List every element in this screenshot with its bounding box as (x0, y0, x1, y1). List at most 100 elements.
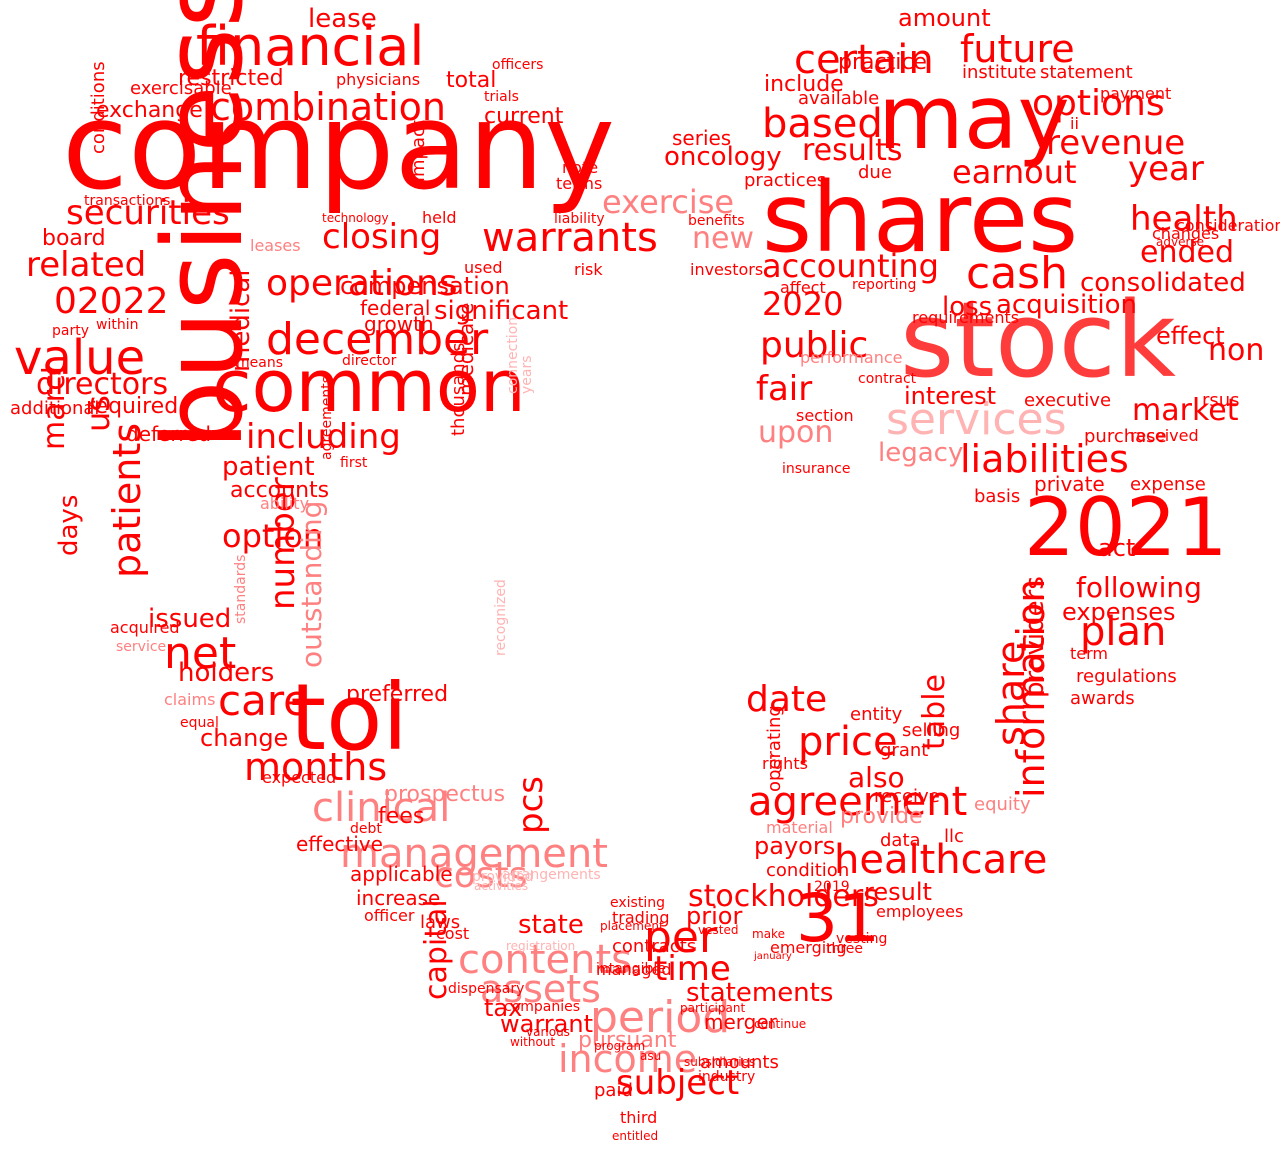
word-fair: fair (756, 369, 813, 409)
word-selling: selling (902, 720, 961, 741)
word-warrant: warrant (500, 1010, 593, 1038)
word-investors: investors (690, 260, 764, 279)
word-debt: debt (350, 821, 382, 837)
word-costs: costs (434, 855, 528, 896)
word-party: party (52, 323, 89, 339)
word-managed: managed (596, 960, 672, 979)
word-llc: llc (944, 826, 964, 847)
word-insurance: insurance (782, 461, 851, 477)
word-technology: technology (322, 211, 389, 225)
word-arrangements: arrangements (502, 867, 601, 883)
word-02022: 02022 (54, 281, 169, 322)
word-health: health (1130, 199, 1238, 239)
word-year: year (1128, 149, 1204, 189)
word-total: total (446, 68, 497, 93)
word-conditions: conditions (88, 61, 109, 154)
word-performance: performance (800, 348, 903, 367)
word-current: current (484, 104, 564, 129)
word-first: first (340, 455, 368, 471)
word-date: date (746, 679, 828, 720)
word-institute: institute (962, 62, 1037, 83)
word-patient: patient (222, 452, 315, 482)
word-patients: patients (105, 422, 149, 578)
word-without: without (510, 1035, 556, 1049)
word-price: price (798, 719, 898, 765)
word-requirements: requirements (912, 308, 1020, 327)
word-pcs: pcs (511, 776, 551, 834)
word-data: data (880, 830, 921, 851)
word-various: various (526, 1025, 570, 1039)
word-executive: executive (1024, 390, 1112, 411)
word-applicable: applicable (350, 862, 453, 886)
word-holders: holders (178, 658, 275, 688)
word-industry: industry (698, 1069, 756, 1085)
word-material: material (766, 818, 833, 837)
word-intangible: intangible (596, 961, 666, 977)
word-term: term (1070, 644, 1108, 663)
word-also: also (848, 761, 905, 794)
word-results: results (802, 133, 903, 168)
word-market: market (1132, 393, 1239, 428)
word-terms: terms (556, 174, 603, 193)
word-impact: impact (408, 120, 429, 182)
word-based: based (762, 101, 883, 147)
word-accounts: accounts (230, 478, 330, 503)
word-financial: financial (196, 15, 425, 78)
word-rights: rights (762, 754, 808, 773)
word-change: change (200, 724, 289, 752)
word-grant: grant (880, 740, 929, 761)
word-leases: leases (250, 236, 301, 255)
word-subsidiaries: subsidiaries (684, 1055, 756, 1069)
word-private: private (1034, 472, 1105, 496)
word-three: three (826, 941, 864, 957)
word-condition: condition (766, 860, 850, 881)
word-director: director (342, 353, 397, 369)
word-operating: operating (764, 705, 785, 792)
word-assets: assets (480, 967, 601, 1011)
word-awards: awards (1070, 688, 1135, 709)
word-including: including (246, 417, 401, 457)
word-days: days (54, 494, 84, 556)
word-dispensary: dispensary (448, 981, 525, 997)
word-within: within (96, 317, 139, 333)
word-agreements: agreements (319, 375, 335, 460)
word-make: make (752, 927, 785, 941)
word-held: held (422, 208, 457, 227)
word-note: note (562, 158, 599, 177)
word-available: available (798, 88, 880, 109)
word-oncology: oncology (664, 142, 782, 172)
word-received: received (1130, 426, 1199, 445)
word-stock: stock (900, 279, 1176, 401)
word-certain: certain (794, 37, 934, 83)
word-provide: provide (840, 804, 923, 829)
word-connection: connection (505, 316, 521, 394)
word-registration: registration (506, 939, 576, 953)
word-additional: additional (10, 398, 100, 419)
word-revenue: revenue (1046, 123, 1186, 163)
word-include: include (764, 72, 844, 97)
word-management: management (340, 831, 608, 877)
word-period: period (590, 992, 731, 1043)
word-equal: equal (180, 715, 219, 731)
word-vesting: vesting (836, 931, 888, 947)
word-prospectus: prospectus (384, 782, 506, 807)
word-expected: expected (262, 768, 337, 787)
word-rsus: rsus (1202, 390, 1240, 411)
word-prior: prior (686, 902, 743, 930)
word-income: income (558, 1037, 698, 1081)
word-liabilities: liabilities (960, 437, 1129, 481)
word-basis: basis (974, 486, 1021, 507)
word-healthcare: healthcare (834, 837, 1048, 883)
word-laws: laws (420, 912, 461, 933)
word-equity: equity (974, 794, 1031, 815)
word-31: 31 (796, 880, 880, 957)
word-closing: closing (322, 217, 442, 257)
word-thousands: thousands (448, 342, 469, 436)
word-payors: payors (754, 832, 836, 860)
word-warrants: warrants (482, 215, 658, 261)
word-amount: amount (898, 4, 991, 32)
word-upon: upon (758, 415, 834, 450)
word-december: december (266, 314, 489, 365)
word-net: net (164, 628, 237, 679)
